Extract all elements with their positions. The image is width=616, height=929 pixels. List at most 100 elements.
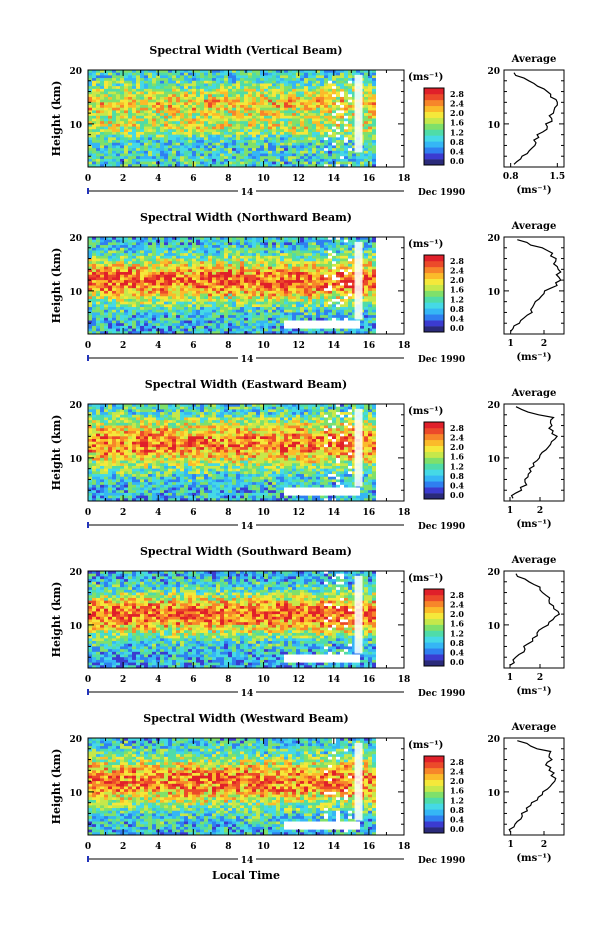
heatmap-cell [220,247,225,251]
heatmap-cell [256,99,261,103]
heatmap-cell [140,150,145,154]
heatmap-cell [168,105,173,109]
heatmap-cell [100,250,105,254]
heatmap-cell [176,164,181,168]
heatmap-cell [288,301,293,305]
heatmap-cell [216,298,221,303]
heatmap-cell [92,148,97,152]
heatmap-cell [220,113,225,117]
heatmap-cell [160,288,165,292]
heatmap-cell [320,301,325,305]
heatmap-cell [252,80,257,84]
heatmap-cell [260,129,265,133]
heatmap-cell [324,115,329,119]
heatmap-cell [272,110,277,114]
heatmap-cell [372,140,377,144]
heatmap-cell [296,86,301,90]
heatmap-cell [140,105,145,109]
heatmap-cell [316,91,321,95]
heatmap-cell [284,142,289,146]
heatmap-cell [192,88,197,92]
heatmap-cell [152,148,157,152]
heatmap-cell [88,94,93,98]
heatmap-cell [240,245,245,249]
heatmap-cell [152,237,157,241]
heatmap-cell [268,301,273,305]
heatmap-cell [368,118,373,122]
heatmap-cell [144,296,149,300]
heatmap-cell [204,304,209,308]
heatmap-cell [280,91,285,95]
heatmap-cell [216,88,221,92]
heatmap-cell [168,312,173,316]
heatmap-cell [364,80,369,84]
heatmap-cell [152,153,157,157]
heatmap-cell [280,315,285,319]
heatmap-cell [124,266,129,270]
heatmap-cell [324,272,329,276]
heatmap-cell [240,99,245,103]
heatmap-cell [300,126,305,130]
heatmap-cell [152,99,157,103]
heatmap-cell [352,304,357,308]
heatmap-cell [196,312,201,316]
heatmap-cell [352,140,357,144]
heatmap-cell [324,129,329,133]
heatmap-cell [232,272,237,276]
heatmap-cell [224,83,229,87]
heatmap-cell [224,304,229,308]
heatmap-cell [176,274,181,278]
heatmap-cell [352,134,357,138]
heatmap-cell [100,88,105,92]
heatmap-cell [228,126,233,130]
heatmap-cell [348,72,353,76]
heatmap-cell [280,72,285,76]
heatmap-cell [300,247,305,251]
heatmap-cell [296,105,301,109]
heatmap-cell [304,296,309,300]
heatmap-cell [320,266,325,270]
heatmap-cell [280,288,285,292]
heatmap-cell [288,317,293,321]
heatmap-cell [132,113,137,117]
heatmap-cell [276,161,281,165]
heatmap-cell [140,99,145,103]
heatmap-cell [372,269,377,273]
heatmap-cell [352,301,357,305]
heatmap-cell [132,102,137,106]
heatmap-cell [240,96,245,101]
heatmap-cell [336,274,341,278]
heatmap-cell [192,99,197,103]
heatmap-cell [160,261,165,265]
heatmap-cell [132,148,137,152]
heatmap-cell [272,148,277,152]
heatmap-cell [104,140,109,144]
heatmap-cell [140,280,145,284]
heatmap-cell [132,288,137,292]
heatmap-cell [236,158,241,163]
heatmap-cell [292,312,297,316]
heatmap-cell [100,320,105,324]
heatmap-cell [368,88,373,92]
heatmap-cell [184,107,189,111]
heatmap-cell [332,242,337,246]
heatmap-cell [272,296,277,300]
heatmap-cell [152,150,157,154]
heatmap-cell [344,269,349,273]
heatmap-cell [244,280,249,284]
heatmap-cell [164,263,169,268]
heatmap-cell [188,148,193,152]
heatmap-cell [224,296,229,300]
heatmap-cell [336,78,341,82]
heatmap-cell [312,285,317,289]
heatmap-cell [272,78,277,82]
heatmap-cell [240,156,245,160]
heatmap-cell [260,80,265,84]
heatmap-cell [364,72,369,76]
heatmap-cell [100,242,105,246]
heatmap-cell [160,161,165,165]
heatmap-cell [92,150,97,154]
heatmap-cell [216,272,221,276]
heatmap-cell [188,78,193,82]
heatmap-cell [128,107,133,111]
